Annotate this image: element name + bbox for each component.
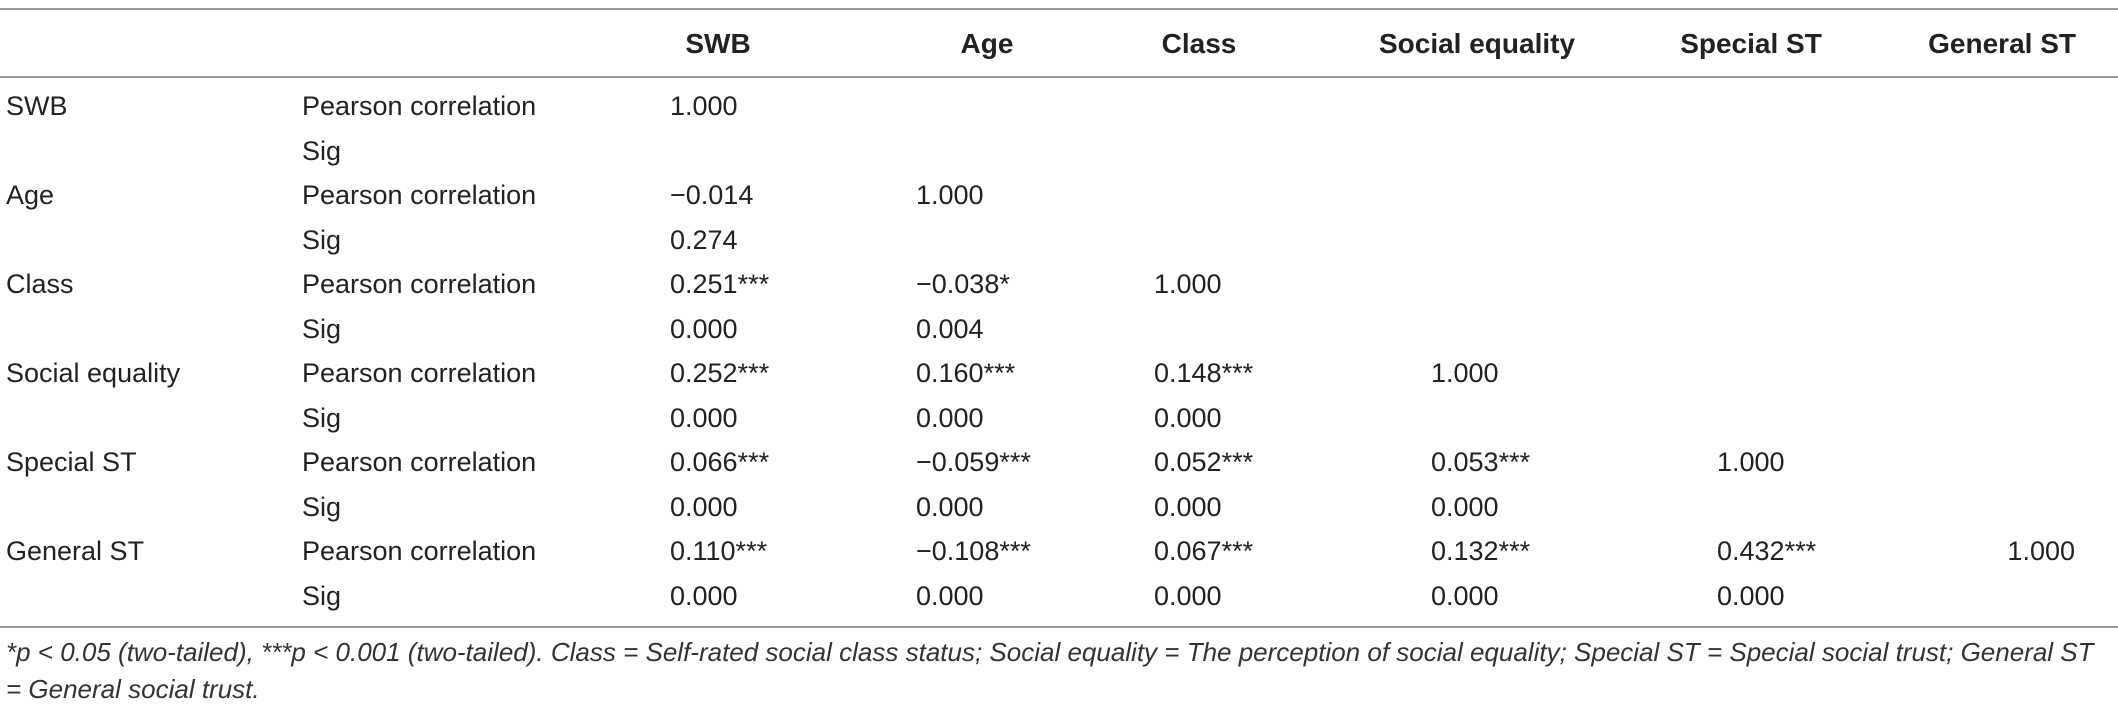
table-row: Class Pearson correlation 0.251*** −0.038* 1… bbox=[0, 262, 2118, 306]
table-row: Sig 0.274 bbox=[0, 218, 2118, 262]
table-footnote: *p < 0.05 (two-tailed), ***p < 0.001 (tw… bbox=[6, 637, 2094, 704]
value-cell: 0.000 bbox=[1154, 580, 1222, 611]
value-cell: −0.038* bbox=[916, 269, 1010, 299]
value-cell: 0.053*** bbox=[1431, 447, 1531, 477]
variable-name: Class bbox=[6, 269, 74, 299]
value-cell: 0.000 bbox=[670, 402, 738, 433]
variable-name: Special ST bbox=[6, 447, 137, 477]
table-header-rule bbox=[0, 76, 2118, 78]
table-row: Sig 0.000 0.004 bbox=[0, 307, 2118, 351]
value-cell: 0.000 bbox=[670, 313, 738, 344]
value-cell: 0.052*** bbox=[1154, 447, 1254, 477]
value-cell: 0.004 bbox=[916, 313, 984, 344]
table-row: Sig 0.000 0.000 0.000 0.000 bbox=[0, 485, 2118, 529]
statistic-label: Pearson correlation bbox=[302, 180, 537, 210]
table-row: Special ST Pearson correlation 0.066*** −0.… bbox=[0, 440, 2118, 484]
value-cell: 0.000 bbox=[1431, 580, 1499, 611]
value-cell: 0.000 bbox=[916, 491, 984, 522]
statistic-label: Pearson correlation bbox=[302, 91, 537, 121]
value-cell: 0.000 bbox=[916, 580, 984, 611]
value-cell: 0.000 bbox=[1431, 491, 1499, 522]
column-header: Class bbox=[1161, 28, 1237, 59]
value-cell: 0.000 bbox=[1154, 402, 1222, 433]
statistic-label: Pearson correlation bbox=[302, 358, 537, 388]
table-row: Sig 0.000 0.000 0.000 0.000 0.000 bbox=[0, 574, 2118, 618]
table-row: Age Pearson correlation −0.014 1.000 bbox=[0, 173, 2118, 217]
table-row: Sig 0.000 0.000 0.000 bbox=[0, 396, 2118, 440]
statistic-label: Pearson correlation bbox=[302, 536, 537, 566]
value-cell: 0.432*** bbox=[1717, 536, 1817, 566]
value-cell: −0.014 bbox=[670, 180, 754, 210]
value-cell: 0.066*** bbox=[670, 447, 770, 477]
value-cell: 0.252*** bbox=[670, 358, 770, 388]
variable-name: Social equality bbox=[6, 358, 181, 388]
statistic-label: Pearson correlation bbox=[302, 447, 537, 477]
statistic-label: Sig bbox=[302, 580, 342, 611]
column-header: Age bbox=[960, 28, 1014, 59]
value-cell: 1.000 bbox=[1717, 447, 1785, 477]
table-top-rule bbox=[0, 8, 2118, 10]
value-cell: 0.000 bbox=[1154, 491, 1222, 522]
statistic-label: Pearson correlation bbox=[302, 269, 537, 299]
value-cell: 0.132*** bbox=[1431, 536, 1531, 566]
variable-name: SWB bbox=[6, 91, 68, 121]
value-cell: 0.000 bbox=[670, 580, 738, 611]
value-cell: 0.160*** bbox=[916, 358, 1016, 388]
statistic-label: Sig bbox=[302, 491, 342, 522]
column-header: Social equality bbox=[1378, 28, 1576, 59]
table-header-row: SWB Age Class Social equality Special ST Gene… bbox=[0, 22, 2118, 66]
statistic-label: Sig bbox=[302, 224, 342, 255]
value-cell: 1.000 bbox=[916, 180, 984, 210]
table-bottom-rule bbox=[0, 626, 2118, 628]
table-row: SWB Pearson correlation 1.000 bbox=[0, 84, 2118, 128]
value-cell: −0.108*** bbox=[916, 536, 1031, 566]
column-header: Special ST bbox=[1680, 28, 1822, 59]
column-header: SWB bbox=[685, 28, 751, 59]
value-cell: 0.148*** bbox=[1154, 358, 1254, 388]
value-cell: 0.067*** bbox=[1154, 536, 1254, 566]
value-cell: 1.000 bbox=[1154, 269, 1222, 299]
table-row: Sig bbox=[0, 129, 2118, 173]
table-row: General ST Pearson correlation 0.110*** −0.… bbox=[0, 529, 2118, 573]
statistic-label: Sig bbox=[302, 135, 342, 166]
variable-name: Age bbox=[6, 180, 55, 210]
variable-name: General ST bbox=[6, 536, 145, 566]
statistic-label: Sig bbox=[302, 402, 342, 433]
value-cell: 0.251*** bbox=[670, 269, 770, 299]
statistic-label: Sig bbox=[302, 313, 342, 344]
value-cell: 0.000 bbox=[1717, 580, 1785, 611]
column-header: General ST bbox=[1928, 28, 2076, 59]
value-cell: 0.000 bbox=[670, 491, 738, 522]
value-cell: −0.059*** bbox=[916, 447, 1031, 477]
value-cell: 0.000 bbox=[916, 402, 984, 433]
table-row: Social equality Pearson correlation 0.252*… bbox=[0, 351, 2118, 395]
value-cell: 0.110*** bbox=[670, 536, 768, 566]
value-cell: 0.274 bbox=[670, 224, 738, 255]
value-cell: 1.000 bbox=[670, 91, 738, 121]
value-cell: 1.000 bbox=[2007, 536, 2075, 566]
value-cell: 1.000 bbox=[1431, 358, 1499, 388]
